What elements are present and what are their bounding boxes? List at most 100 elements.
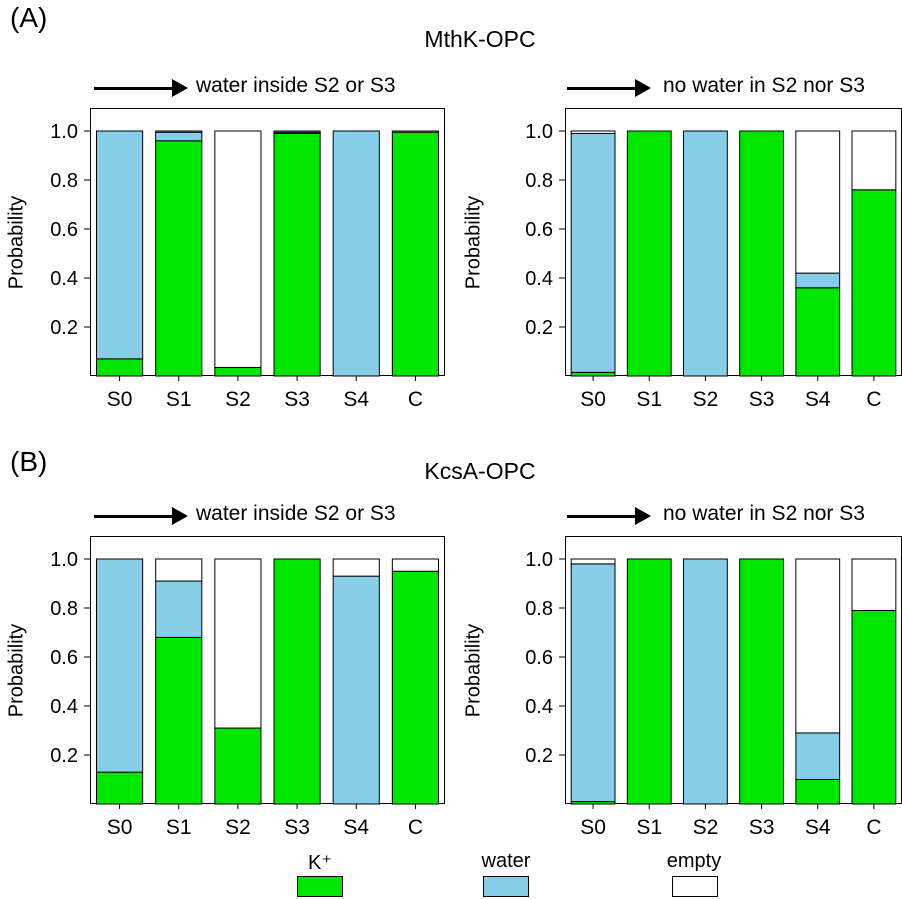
chart-mthk-water-inside: water inside S2 or S3 Probability 0.2 0.4… bbox=[0, 72, 450, 417]
y-tick-label: 1.0 bbox=[525, 121, 553, 143]
arrow-right-icon bbox=[635, 79, 651, 97]
chart-mthk-no-water: no water in S2 nor S3 Probability 0.2 0.4… bbox=[452, 72, 902, 417]
bar-segment-empty bbox=[391, 558, 439, 572]
x-tick-label: C bbox=[866, 816, 881, 839]
y-tick-label: 1.0 bbox=[50, 549, 78, 571]
chart-svg: 0.2 0.4 0.6 0.8 1.0 S0 S1 S2 S3 S4 C bbox=[525, 536, 902, 839]
arrow-annotation: no water in S2 nor S3 bbox=[567, 74, 902, 104]
legend-label-k: K⁺ bbox=[308, 852, 332, 874]
bar-segment-k bbox=[155, 140, 203, 377]
x-tick-label: S0 bbox=[107, 388, 133, 411]
arrow-label: water inside S2 or S3 bbox=[196, 502, 396, 525]
bar-segment-water bbox=[155, 580, 203, 638]
arrow-annotation: water inside S2 or S3 bbox=[94, 74, 454, 104]
legend: K⁺ water empty bbox=[0, 850, 902, 899]
bar-segment-k bbox=[626, 558, 672, 805]
x-tick-label: S4 bbox=[805, 388, 831, 411]
bar-segment-empty bbox=[391, 130, 439, 133]
x-tick-label: S2 bbox=[225, 388, 251, 411]
bar-segment-water bbox=[332, 575, 380, 805]
bar-segment-water bbox=[332, 130, 380, 377]
bar-segment-empty bbox=[332, 558, 380, 577]
y-tick-label: 0.8 bbox=[50, 598, 78, 620]
panel-label-a: (A) bbox=[10, 2, 48, 33]
chart-kcsa-no-water: no water in S2 nor S3 Probability 0.2 0.4… bbox=[452, 500, 902, 845]
x-tick-label: S0 bbox=[107, 816, 133, 839]
x-tick-label: S1 bbox=[636, 388, 662, 411]
x-tick-label: S1 bbox=[166, 388, 192, 411]
bar-segment-k bbox=[391, 570, 439, 805]
x-tick-label: S3 bbox=[749, 816, 775, 839]
bar-segment-k bbox=[570, 371, 616, 377]
plot-frame bbox=[565, 536, 902, 804]
x-tick-label: C bbox=[408, 816, 423, 839]
bar-segment-empty bbox=[155, 558, 203, 582]
bar-segment-k bbox=[851, 609, 897, 805]
bar-segment-empty bbox=[214, 130, 262, 368]
bar-segment-empty bbox=[795, 130, 841, 274]
bar-segment-k bbox=[795, 779, 841, 805]
y-tick-label: 0.2 bbox=[50, 317, 78, 339]
y-tick-label: 0.4 bbox=[50, 696, 78, 718]
bar-segment-k bbox=[626, 130, 672, 377]
y-tick-label: 0.6 bbox=[525, 219, 553, 241]
bar-segment-water bbox=[96, 558, 144, 773]
bar-segment-empty bbox=[851, 558, 897, 611]
plot-frame bbox=[90, 536, 445, 804]
x-tick-label: S4 bbox=[343, 816, 369, 839]
y-tick-label: 0.6 bbox=[50, 647, 78, 669]
bar-segment-water bbox=[795, 732, 841, 780]
x-tick-label: S2 bbox=[225, 816, 251, 839]
section-title-a: MthK-OPC bbox=[424, 26, 536, 52]
bar-segment-k bbox=[391, 131, 439, 377]
arrow-annotation: no water in S2 nor S3 bbox=[567, 502, 902, 532]
bar-segment-k bbox=[795, 287, 841, 377]
x-tick-label: S3 bbox=[749, 388, 775, 411]
bar-segment-k bbox=[739, 130, 784, 377]
bar-segment-water bbox=[570, 563, 616, 803]
bar-segment-water bbox=[96, 130, 144, 360]
bar-segment-k bbox=[96, 358, 144, 377]
y-tick-label: 0.2 bbox=[50, 745, 78, 767]
arrow-line bbox=[567, 87, 637, 90]
bar-segment-water bbox=[570, 132, 616, 373]
legend-swatch-empty bbox=[672, 876, 718, 897]
bar-segment-empty bbox=[570, 558, 616, 565]
bar-segment-k bbox=[273, 558, 321, 805]
bar-segment-water bbox=[155, 131, 203, 142]
plot-frame bbox=[90, 108, 445, 376]
x-tick-label: S2 bbox=[693, 388, 719, 411]
y-tick-label: 0.8 bbox=[525, 170, 553, 192]
x-tick-label: S2 bbox=[693, 816, 719, 839]
chart-svg: 0.2 0.4 0.6 0.8 1.0 S0 S1 S2 S3 S4 C bbox=[50, 108, 445, 411]
bar-segment-water bbox=[683, 558, 728, 805]
x-tick-label: S0 bbox=[580, 388, 606, 411]
y-tick-label: 0.8 bbox=[525, 598, 553, 620]
bar-segment-water bbox=[795, 272, 841, 289]
bar-segment-k bbox=[214, 366, 262, 377]
arrow-line bbox=[567, 515, 637, 518]
legend-swatch-k bbox=[297, 876, 343, 897]
bar-segment-k bbox=[273, 132, 321, 377]
panel-label-b: (B) bbox=[10, 446, 48, 477]
bar-segment-k bbox=[155, 636, 203, 805]
bar-segment-empty bbox=[851, 130, 897, 191]
arrow-line bbox=[94, 515, 174, 518]
bar-segment-empty bbox=[155, 130, 203, 133]
y-tick-label: 0.8 bbox=[50, 170, 78, 192]
arrow-label: no water in S2 nor S3 bbox=[663, 74, 865, 97]
bar-segment-empty bbox=[273, 130, 321, 133]
x-tick-label: C bbox=[866, 388, 881, 411]
legend-label-empty: empty bbox=[666, 850, 722, 872]
chart-kcsa-water-inside: water inside S2 or S3 Probability 0.2 0.4… bbox=[0, 500, 450, 845]
x-tick-label: S4 bbox=[805, 816, 831, 839]
y-tick-label: 1.0 bbox=[525, 549, 553, 571]
bar-segment-empty bbox=[214, 558, 262, 729]
bar-segment-k bbox=[851, 189, 897, 377]
legend-label-water: water bbox=[481, 850, 531, 872]
x-tick-label: S1 bbox=[166, 816, 192, 839]
x-tick-label: S4 bbox=[343, 388, 369, 411]
y-tick-label: 0.6 bbox=[525, 647, 553, 669]
arrow-label: water inside S2 or S3 bbox=[196, 74, 396, 97]
y-tick-label: 0.6 bbox=[50, 219, 78, 241]
